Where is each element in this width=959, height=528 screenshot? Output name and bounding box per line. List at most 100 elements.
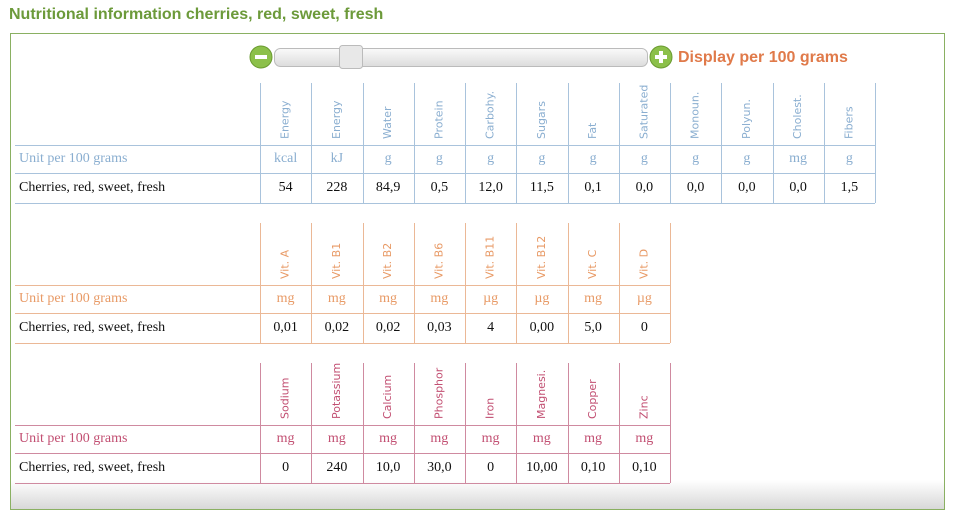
column-header: Iron	[484, 398, 497, 419]
plus-icon-v	[659, 51, 663, 63]
unit: µg	[637, 291, 652, 306]
unit: g	[590, 151, 597, 166]
panel-shadow	[11, 480, 944, 509]
unit: µg	[483, 291, 498, 306]
unit: mg	[789, 151, 807, 166]
value: 0,01	[273, 320, 298, 335]
value: 240	[326, 460, 347, 475]
column-header: Fat	[586, 122, 599, 139]
value: 5,0	[584, 320, 602, 335]
column-header: Monoun.	[689, 92, 702, 139]
value: 0,02	[325, 320, 350, 335]
unit: mg	[430, 431, 448, 446]
unit: g	[846, 151, 853, 166]
value: 0,0	[687, 180, 705, 195]
unit: mg	[635, 431, 653, 446]
column-header: Energy	[279, 100, 292, 139]
unit: mg	[430, 291, 448, 306]
column-header: Magnesi.	[535, 370, 548, 419]
unit: g	[743, 151, 750, 166]
column-header: Cholest.	[791, 94, 804, 139]
value: 0	[487, 460, 494, 475]
value: 0,10	[581, 460, 606, 475]
value: 0	[641, 320, 648, 335]
column-header: Vit. A	[279, 249, 292, 279]
value: 12,0	[478, 180, 503, 195]
column-header: Copper	[586, 379, 599, 419]
value: 0,02	[376, 320, 401, 335]
value: 84,9	[376, 180, 401, 195]
unit: mg	[379, 431, 397, 446]
unit: g	[436, 151, 443, 166]
value: 0,5	[431, 180, 449, 195]
value: 0,0	[789, 180, 807, 195]
value: 0,00	[530, 320, 555, 335]
column-header: Vit. B11	[484, 236, 497, 279]
row-label: Cherries, red, sweet, fresh	[19, 320, 165, 335]
minus-icon	[255, 55, 267, 59]
value: 10,0	[376, 460, 401, 475]
value: 4	[487, 320, 494, 335]
unit: mg	[277, 291, 295, 306]
column-header: Vit. B12	[535, 236, 548, 279]
column-header: Vit. B2	[381, 243, 394, 279]
unit: mg	[277, 431, 295, 446]
unit: g	[487, 151, 494, 166]
value: 1,5	[841, 180, 859, 195]
column-header: Potassium	[330, 363, 343, 419]
title: Nutritional information cherries, red, s…	[9, 6, 383, 23]
column-header: Energy	[330, 100, 343, 139]
unit: kJ	[331, 151, 344, 166]
column-header: Vit. D	[637, 249, 650, 279]
value: 10,00	[526, 460, 558, 475]
value: 11,5	[530, 180, 554, 195]
unit: µg	[534, 291, 549, 306]
value: 228	[326, 180, 347, 195]
column-header: Vit. B1	[330, 243, 343, 279]
unit: g	[692, 151, 699, 166]
column-header: Water	[381, 106, 394, 139]
panel	[10, 33, 945, 510]
value: 0,03	[427, 320, 452, 335]
value: 0	[282, 460, 289, 475]
slider-track[interactable]	[274, 48, 648, 67]
unit: g	[641, 151, 648, 166]
column-header: Vit. C	[586, 249, 599, 279]
unit: mg	[379, 291, 397, 306]
column-header: Fibers	[842, 106, 855, 139]
slider-label: Display per 100 grams	[678, 49, 848, 66]
column-header: Sodium	[279, 378, 292, 419]
column-header: Saturated	[637, 85, 650, 139]
value: 54	[279, 180, 293, 195]
column-header: Carbohy.	[484, 91, 497, 139]
column-header: Sugars	[535, 101, 548, 139]
unit: g	[385, 151, 392, 166]
unit: mg	[328, 431, 346, 446]
unit-label: Unit per 100 grams	[19, 151, 127, 166]
value: 0,10	[632, 460, 657, 475]
unit-label: Unit per 100 grams	[19, 431, 127, 446]
unit: mg	[328, 291, 346, 306]
unit: g	[538, 151, 545, 166]
value: 0,1	[584, 180, 602, 195]
value: 30,0	[427, 460, 452, 475]
unit: mg	[482, 431, 500, 446]
unit-label: Unit per 100 grams	[19, 291, 127, 306]
column-header: Vit. B6	[432, 243, 445, 279]
row-label: Cherries, red, sweet, fresh	[19, 460, 165, 475]
slider-thumb[interactable]	[339, 45, 363, 69]
unit: mg	[584, 431, 602, 446]
row-label: Cherries, red, sweet, fresh	[19, 180, 165, 195]
column-header: Calcium	[381, 375, 394, 419]
column-header: Protein	[432, 100, 445, 139]
column-header: Zinc	[637, 395, 650, 419]
column-header: Polyun.	[740, 99, 753, 139]
unit: mg	[584, 291, 602, 306]
column-header: Phosphor	[432, 367, 445, 419]
value: 0,0	[738, 180, 756, 195]
unit: mg	[533, 431, 551, 446]
unit: kcal	[274, 151, 297, 166]
tables: Unit per 100 grams Cherries, red, sweet, …	[15, 83, 876, 484]
